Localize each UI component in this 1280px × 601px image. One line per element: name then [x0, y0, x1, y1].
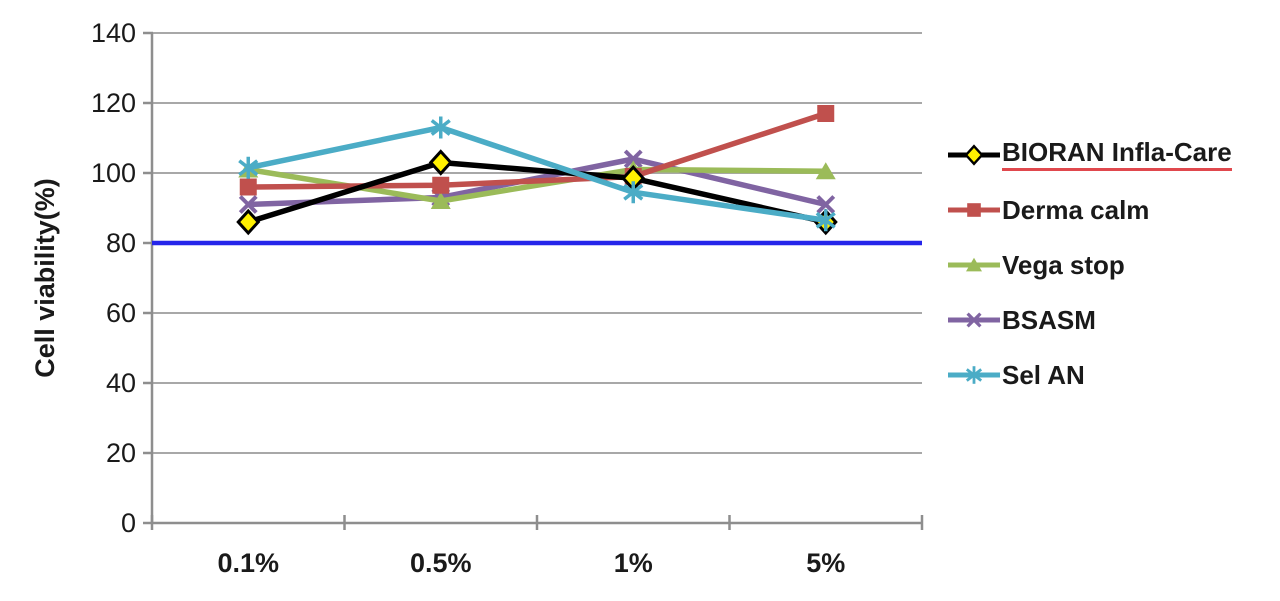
- x-stroke: [966, 312, 982, 328]
- y-tick-label: 80: [106, 228, 136, 258]
- triangle-marker-icon: [815, 162, 836, 180]
- legend-item-derma-calm: Derma calm: [946, 195, 1232, 225]
- asterisk-stroke: [815, 211, 836, 229]
- square-marker-icon: [432, 176, 450, 194]
- asterisk-stroke: [238, 159, 259, 177]
- x-marker-icon: [623, 149, 643, 169]
- diamond-marker-icon: [428, 149, 453, 176]
- asterisk-marker-icon: [238, 156, 259, 179]
- x-tick-label: 5%: [806, 548, 845, 578]
- diamond-marker-icon: [236, 208, 261, 236]
- asterisk-marker-icon: [965, 366, 983, 384]
- legend-marker-triangle-icon: [948, 257, 1000, 272]
- series-sel-an: [238, 116, 836, 232]
- square-marker-icon: [967, 203, 981, 217]
- asterisk-marker-icon: [430, 116, 451, 139]
- y-tick-label: 60: [106, 298, 136, 328]
- legend-item-bsasm: BSASM: [946, 305, 1232, 335]
- legend-item-bioran-infla-care: BIORAN Infla-Care: [946, 139, 1232, 171]
- y-tick-label: 120: [91, 88, 136, 118]
- chart-legend: BIORAN Infla-Care Derma calm Vega stop BSAS…: [946, 139, 1232, 415]
- square-marker-icon: [817, 105, 835, 122]
- x-marker-icon: [816, 195, 836, 214]
- legend-marker-x-icon: [948, 312, 1000, 328]
- y-tick-label: 0: [121, 508, 136, 538]
- x-marker-icon: [238, 195, 258, 214]
- x-marker-icon: [966, 312, 982, 328]
- diamond-marker-icon: [964, 144, 984, 166]
- legend-marker-square-icon: [948, 203, 1000, 217]
- x-tick-label: 0.1%: [217, 548, 279, 578]
- y-tick-label: 40: [106, 368, 136, 398]
- y-tick-label: 100: [91, 158, 136, 188]
- series-line: [245, 124, 829, 223]
- x-stroke: [623, 149, 643, 169]
- legend-marker-diamond-icon: [948, 144, 1000, 166]
- x-stroke: [238, 195, 258, 214]
- asterisk-stroke: [965, 368, 983, 382]
- legend-label: BIORAN Infla-Care: [1002, 139, 1232, 171]
- asterisk-marker-icon: [623, 181, 644, 204]
- asterisk-stroke: [623, 183, 644, 201]
- legend-label: BSASM: [1002, 305, 1096, 335]
- y-tick-label: 140: [91, 18, 136, 48]
- series-line: [245, 159, 829, 225]
- triangle-marker-icon: [966, 257, 982, 272]
- triangle-marker-icon: [430, 192, 451, 209]
- y-axis-title: Cell viability(%): [30, 178, 60, 378]
- square-marker-icon: [239, 178, 257, 196]
- legend-label: Sel AN: [1002, 360, 1085, 390]
- x-tick-label: 1%: [614, 548, 653, 578]
- legend-marker-asterisk-icon: [948, 366, 1000, 384]
- asterisk-stroke: [430, 119, 451, 136]
- asterisk-marker-icon: [815, 209, 836, 232]
- legend-label: Derma calm: [1002, 195, 1150, 225]
- legend-item-vega-stop: Vega stop: [946, 250, 1232, 280]
- series-bioran-infla-care: [236, 149, 838, 236]
- series-line: [245, 110, 829, 190]
- x-tick-label: 0.5%: [410, 548, 472, 578]
- y-tick-label: 20: [106, 438, 136, 468]
- legend-item-sel-an: Sel AN: [946, 360, 1232, 390]
- x-stroke: [816, 195, 836, 214]
- legend-label: Vega stop: [1002, 250, 1125, 280]
